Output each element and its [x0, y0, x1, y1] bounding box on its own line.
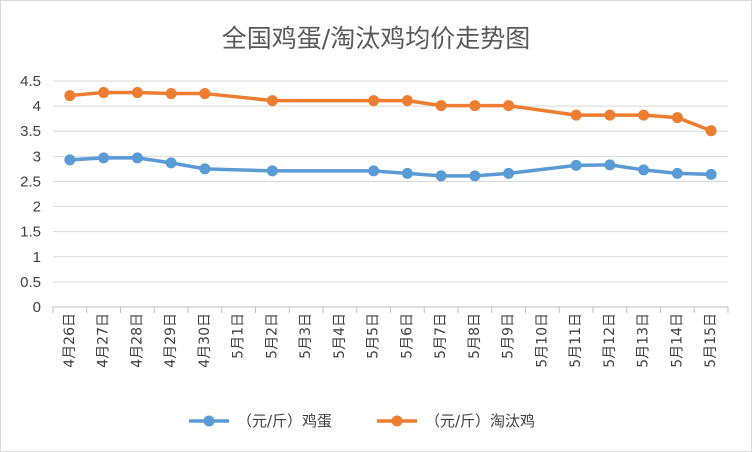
data-point	[604, 159, 616, 171]
y-tick-label: 2	[33, 199, 41, 216]
data-point	[64, 154, 76, 166]
x-tick-label: 4月27日	[96, 313, 112, 368]
x-tick-label: 5月4日	[332, 313, 348, 359]
data-point	[266, 95, 278, 107]
y-tick-label: 0.5	[20, 274, 41, 291]
data-point	[638, 109, 650, 121]
y-tick-label: 2.5	[20, 173, 41, 190]
series-group	[64, 87, 717, 182]
x-tick-label: 5月12日	[602, 313, 618, 368]
x-tick-label: 5月6日	[399, 313, 415, 359]
data-point	[98, 152, 110, 164]
x-tick-label: 5月3日	[298, 313, 314, 359]
legend-marker	[203, 415, 215, 427]
data-point	[671, 167, 683, 179]
x-tick-label: 5月10日	[534, 313, 550, 368]
data-point	[401, 167, 413, 179]
x-tick-label: 5月7日	[433, 313, 449, 359]
data-point	[435, 170, 447, 182]
data-point	[503, 167, 515, 179]
x-axis: 4月26日 4月27日 4月28日 4月29日 4月30日 5月1日 5月2日 5月3日 5月4…	[52, 307, 729, 368]
data-point	[705, 168, 717, 180]
y-tick-label: 3	[33, 148, 41, 165]
data-point	[638, 164, 650, 176]
x-tick-label: 5月8日	[467, 313, 483, 359]
data-point	[368, 165, 380, 177]
chart-title: 全国鸡蛋/淘汰鸡均价走势图	[222, 24, 530, 53]
legend-label: （元/斤）淘汰鸡	[425, 412, 535, 430]
x-tick-label: 5月13日	[636, 313, 652, 368]
legend: （元/斤）鸡蛋 （元/斤）淘汰鸡	[189, 412, 535, 430]
data-point	[570, 109, 582, 121]
x-tick-label: 5月2日	[264, 313, 280, 359]
y-axis-ticks: 0 0.5 1 1.5 2 2.5 3 3.5 4 4.5	[20, 73, 41, 316]
y-tick-label: 3.5	[20, 123, 41, 140]
data-point	[705, 125, 717, 137]
y-tick-label: 1.5	[20, 224, 41, 241]
series-0	[64, 152, 717, 182]
legend-label: （元/斤）鸡蛋	[237, 412, 332, 430]
legend-item: （元/斤）鸡蛋	[189, 412, 332, 430]
data-point	[131, 152, 143, 164]
y-tick-label: 1	[33, 249, 41, 266]
series-line	[69, 90, 712, 133]
grid-lines	[53, 80, 728, 308]
y-tick-label: 4.5	[20, 73, 41, 90]
data-point	[604, 109, 616, 121]
data-point	[165, 157, 177, 169]
data-point	[368, 95, 380, 107]
x-tick-label: 4月30日	[197, 313, 213, 368]
x-tick-label: 5月5日	[366, 313, 382, 359]
x-tick-label: 5月14日	[669, 313, 685, 368]
data-point	[401, 95, 413, 107]
data-point	[64, 90, 76, 102]
data-point	[199, 88, 211, 100]
data-point	[131, 87, 143, 99]
legend-item: （元/斤）淘汰鸡	[377, 412, 535, 430]
data-point	[165, 88, 177, 100]
x-tick-label: 5月15日	[703, 313, 719, 368]
data-point	[435, 100, 447, 112]
y-tick-label: 4	[33, 98, 41, 115]
x-tick-label: 4月28日	[129, 313, 145, 368]
x-tick-label: 5月9日	[501, 313, 517, 359]
data-point	[671, 112, 683, 124]
x-tick-label: 4月26日	[62, 313, 78, 368]
y-tick-label: 0	[33, 299, 41, 316]
data-point	[469, 100, 481, 112]
data-point	[98, 87, 110, 99]
data-point	[199, 163, 211, 175]
x-tick-label: 4月29日	[163, 313, 179, 368]
x-tick-label: 5月1日	[231, 313, 247, 359]
data-point	[570, 159, 582, 171]
data-point	[503, 100, 515, 112]
legend-marker	[391, 415, 403, 427]
series-line	[69, 156, 712, 178]
x-tick-label: 5月11日	[568, 313, 584, 368]
data-point	[469, 170, 481, 182]
data-point	[266, 165, 278, 177]
series-1	[64, 87, 717, 137]
